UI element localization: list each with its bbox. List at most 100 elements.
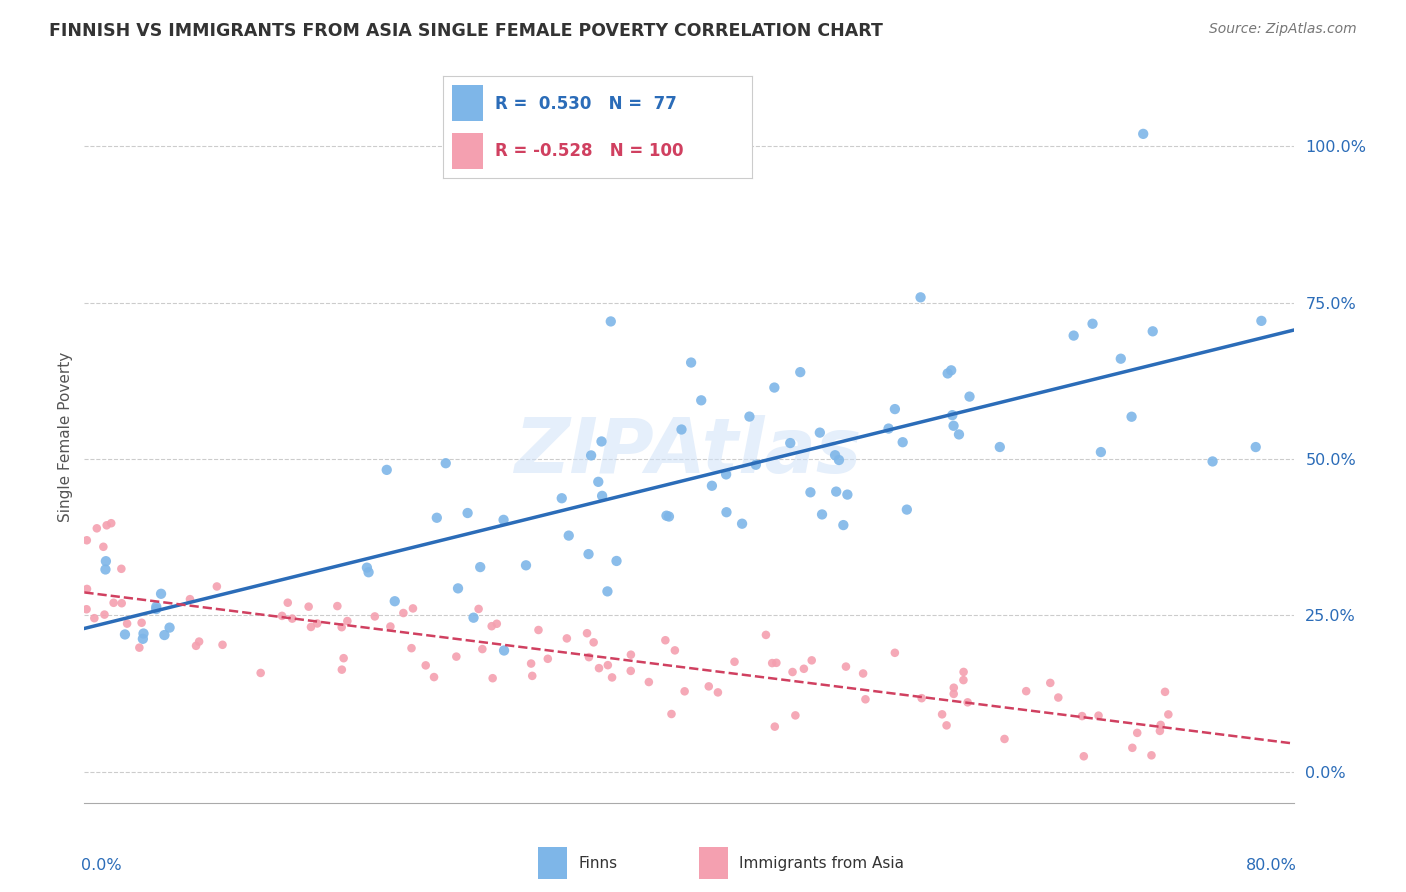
Point bbox=[700, 479, 723, 493]
Point bbox=[86, 521, 108, 535]
Bar bbox=[699, 847, 728, 880]
Point bbox=[392, 606, 415, 620]
Point bbox=[131, 615, 153, 630]
Point bbox=[785, 708, 807, 723]
Point bbox=[522, 669, 544, 683]
Point bbox=[1071, 709, 1094, 723]
Point bbox=[551, 491, 574, 506]
Point bbox=[457, 506, 479, 520]
Point bbox=[793, 662, 815, 676]
Point bbox=[808, 425, 831, 440]
Point bbox=[658, 509, 681, 524]
Point bbox=[931, 707, 953, 722]
Point bbox=[307, 616, 329, 631]
Point bbox=[83, 611, 105, 625]
Point bbox=[110, 562, 132, 576]
Point bbox=[714, 467, 737, 482]
Point bbox=[76, 602, 98, 616]
Point bbox=[1142, 324, 1164, 338]
Point bbox=[153, 628, 176, 642]
Point bbox=[896, 502, 918, 516]
Point bbox=[588, 475, 610, 489]
Point bbox=[375, 463, 398, 477]
Point bbox=[738, 409, 761, 424]
Point bbox=[271, 608, 294, 623]
Point bbox=[697, 679, 720, 693]
Point bbox=[731, 516, 754, 531]
Point bbox=[935, 718, 957, 732]
Point bbox=[765, 656, 787, 670]
Point bbox=[188, 634, 211, 648]
Point bbox=[159, 621, 181, 635]
Point bbox=[249, 665, 271, 680]
Point bbox=[941, 408, 963, 422]
Point bbox=[481, 671, 503, 685]
Text: 80.0%: 80.0% bbox=[1246, 858, 1298, 872]
Point bbox=[326, 599, 349, 613]
Point bbox=[1250, 314, 1272, 328]
Point bbox=[1109, 351, 1132, 366]
Point bbox=[111, 596, 134, 610]
Point bbox=[330, 663, 353, 677]
Point bbox=[485, 616, 508, 631]
Point bbox=[655, 508, 678, 523]
Point bbox=[600, 670, 623, 684]
Point bbox=[332, 651, 354, 665]
Point bbox=[761, 656, 783, 670]
Point bbox=[755, 628, 778, 642]
Point bbox=[1047, 690, 1070, 705]
Point bbox=[94, 562, 117, 576]
Point bbox=[789, 365, 811, 379]
Point bbox=[576, 626, 599, 640]
Point bbox=[582, 635, 605, 649]
Text: 0.0%: 0.0% bbox=[80, 858, 121, 872]
Point bbox=[415, 658, 437, 673]
Point bbox=[588, 661, 610, 675]
Point bbox=[671, 423, 693, 437]
Y-axis label: Single Female Poverty: Single Female Poverty bbox=[58, 352, 73, 522]
Point bbox=[782, 665, 804, 679]
Point bbox=[832, 518, 855, 533]
Point bbox=[103, 596, 125, 610]
Text: ZIPAtlas: ZIPAtlas bbox=[515, 415, 863, 489]
Point bbox=[1087, 708, 1109, 723]
Point bbox=[211, 638, 233, 652]
Point bbox=[1140, 748, 1163, 763]
Point bbox=[115, 616, 138, 631]
Point bbox=[910, 290, 932, 304]
Point bbox=[184, 639, 207, 653]
Point bbox=[447, 582, 470, 596]
Point bbox=[96, 518, 118, 533]
Point bbox=[779, 436, 801, 450]
Point bbox=[481, 619, 503, 633]
Point bbox=[799, 485, 821, 500]
Point bbox=[891, 435, 914, 450]
Point bbox=[763, 720, 786, 734]
Point bbox=[942, 418, 965, 433]
Point bbox=[94, 554, 117, 568]
Point bbox=[824, 448, 846, 462]
Point bbox=[911, 691, 934, 706]
Point bbox=[811, 508, 834, 522]
Point bbox=[402, 601, 425, 615]
Point bbox=[281, 611, 304, 625]
Point bbox=[298, 599, 321, 614]
Text: R =  0.530   N =  77: R = 0.530 N = 77 bbox=[495, 95, 678, 112]
Point bbox=[357, 566, 380, 580]
Point bbox=[664, 643, 686, 657]
Point bbox=[555, 632, 578, 646]
Point bbox=[591, 434, 613, 449]
Text: Finns: Finns bbox=[578, 855, 617, 871]
Point bbox=[100, 516, 122, 531]
Point bbox=[205, 579, 228, 593]
Point bbox=[993, 731, 1015, 746]
Point bbox=[1073, 749, 1095, 764]
Point bbox=[467, 602, 489, 616]
Point bbox=[179, 592, 201, 607]
Point bbox=[336, 614, 359, 628]
Point bbox=[114, 627, 136, 641]
Point bbox=[470, 560, 492, 574]
Bar bbox=[453, 133, 484, 169]
Point bbox=[446, 649, 468, 664]
Point bbox=[145, 599, 167, 614]
